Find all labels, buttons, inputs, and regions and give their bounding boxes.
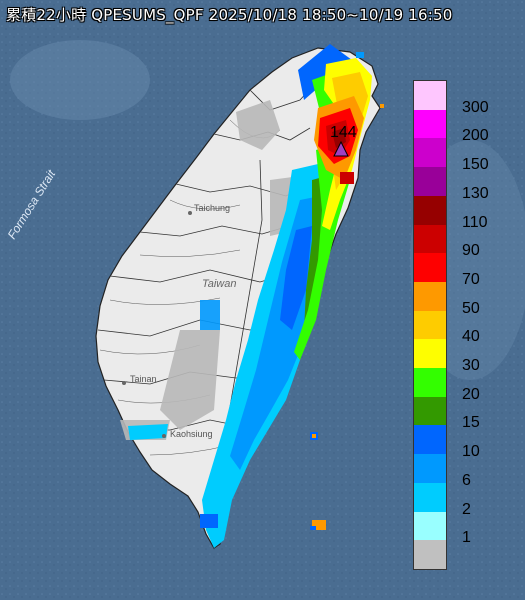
legend-label: 1 <box>462 529 471 547</box>
legend-swatch <box>414 540 446 570</box>
legend-label: 200 <box>462 127 489 145</box>
kaohsiung-city-dot <box>162 434 166 438</box>
max-rainfall-value: 144 <box>330 124 357 141</box>
legend-label: 40 <box>462 328 480 346</box>
taichung-label: Taichung <box>194 203 230 213</box>
legend-swatch <box>414 368 446 398</box>
tainan-label: Tainan <box>130 374 157 384</box>
kaohsiung-label: Kaohsiung <box>170 429 213 439</box>
legend-swatch <box>414 339 446 369</box>
legend-label: 2 <box>462 500 471 518</box>
legend-label: 150 <box>462 156 489 174</box>
legend-swatch <box>414 425 446 455</box>
legend-swatch <box>414 224 446 254</box>
legend-label: 30 <box>462 357 480 375</box>
legend-label: 20 <box>462 385 480 403</box>
legend-swatch <box>414 109 446 139</box>
max-rainfall-marker-icon <box>333 140 349 157</box>
legend-label: 6 <box>462 471 471 489</box>
sea-haze <box>10 40 150 120</box>
rainfall-overlay <box>120 44 384 548</box>
legend-swatch <box>414 195 446 226</box>
taichung-city-dot <box>188 211 192 215</box>
legend-swatch <box>414 253 446 283</box>
legend-swatch <box>414 482 446 513</box>
legend-label: 300 <box>462 98 489 116</box>
legend-swatch <box>414 310 446 340</box>
legend-label: 10 <box>462 443 480 461</box>
legend-swatch <box>414 81 446 111</box>
legend-swatch <box>414 167 446 197</box>
legend-swatch <box>414 511 446 541</box>
taiwan-label: Taiwan <box>202 278 236 290</box>
tainan-city-dot <box>122 381 126 385</box>
map-title: 累積22小時 QPESUMS_QPF 2025/10/18 18:50~10/1… <box>6 6 453 24</box>
legend-label: 50 <box>462 299 480 317</box>
legend-swatch <box>414 281 446 312</box>
legend-swatch <box>414 138 446 168</box>
legend-label: 110 <box>462 213 488 231</box>
legend-label: 15 <box>462 414 480 432</box>
legend-label: 70 <box>462 270 480 288</box>
legend-label: 90 <box>462 242 480 260</box>
legend-swatch <box>414 454 446 484</box>
rainfall-legend-bar <box>413 80 447 570</box>
legend-swatch <box>414 396 446 426</box>
legend-label: 130 <box>462 184 489 202</box>
